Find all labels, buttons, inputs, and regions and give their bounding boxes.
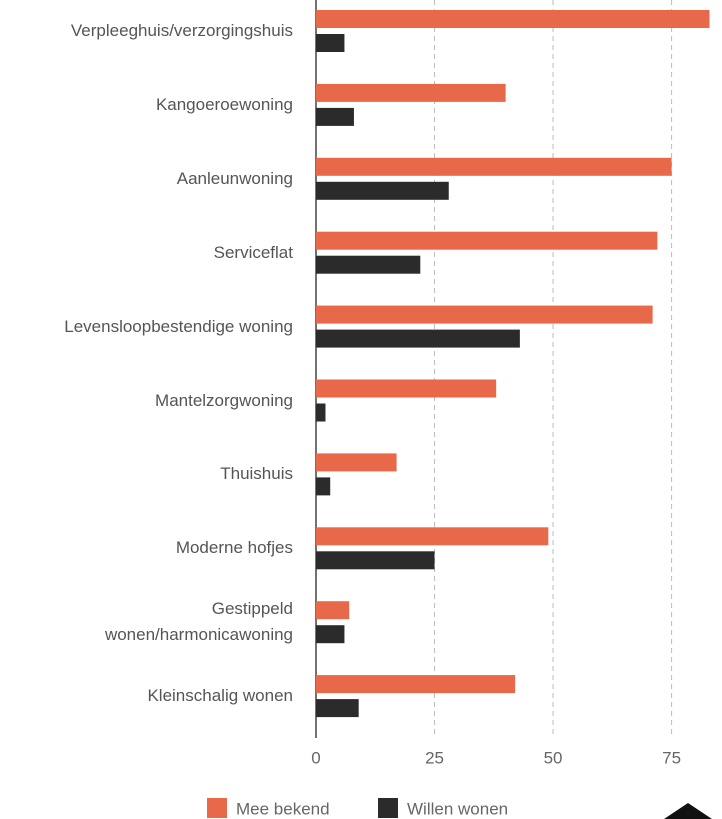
bar bbox=[316, 601, 350, 620]
legend-swatch bbox=[207, 798, 227, 818]
bar bbox=[316, 107, 354, 126]
bar bbox=[316, 403, 326, 422]
category-label: Kangoeroewoning bbox=[155, 94, 293, 114]
category-label-box: Kleinschalig wonen bbox=[31, 683, 293, 709]
category-label: Thuishuis bbox=[220, 464, 293, 484]
bar bbox=[316, 329, 520, 348]
x-tick-label: 75 bbox=[662, 748, 681, 767]
category-label-box: Levensloopbestendige woning bbox=[31, 314, 293, 340]
bar bbox=[316, 477, 331, 496]
category-label: Levensloopbestendige woning bbox=[64, 316, 293, 336]
category-label: Mantelzorgwoning bbox=[155, 390, 293, 410]
bar bbox=[316, 83, 506, 102]
bar bbox=[316, 527, 549, 546]
legend-label: Mee bekend bbox=[236, 799, 330, 818]
bar bbox=[316, 379, 497, 398]
legend-label: Willen wonen bbox=[407, 799, 508, 818]
category-label-box: Gestippeld wonen/harmonicawoning bbox=[31, 596, 293, 648]
category-label-box: Mantelzorgwoning bbox=[31, 388, 293, 414]
bar bbox=[316, 305, 653, 324]
bar bbox=[316, 625, 345, 644]
category-label-box: Thuishuis bbox=[31, 461, 293, 487]
category-label-box: Verpleeghuis/verzorgingshuis bbox=[31, 18, 293, 44]
category-label-box: Moderne hofjes bbox=[31, 535, 293, 561]
category-label: Verpleeghuis/verzorgingshuis bbox=[70, 21, 293, 40]
category-label-box: Kangoeroewoning bbox=[31, 92, 293, 118]
bar bbox=[316, 181, 449, 200]
bar bbox=[316, 255, 421, 274]
decoration bbox=[664, 803, 712, 819]
category-label: Aanleunwoning bbox=[176, 168, 293, 188]
category-label-box: Serviceflat bbox=[31, 240, 293, 266]
bar bbox=[316, 157, 672, 176]
bar bbox=[316, 453, 397, 472]
bar bbox=[316, 10, 710, 28]
x-tick-label: 0 bbox=[311, 748, 320, 767]
bar bbox=[316, 34, 345, 52]
category-label-box: Aanleunwoning bbox=[31, 166, 293, 192]
bar bbox=[316, 231, 658, 250]
category-label: Serviceflat bbox=[213, 242, 293, 262]
x-tick-label: 25 bbox=[425, 748, 444, 767]
legend-swatch bbox=[378, 798, 398, 818]
x-tick-label: 50 bbox=[544, 748, 563, 767]
bar bbox=[316, 675, 516, 694]
category-label: Moderne hofjes bbox=[175, 538, 293, 558]
category-label: Gestippeld wonen/harmonicawoning bbox=[104, 599, 293, 645]
bar bbox=[316, 551, 435, 570]
category-label: Kleinschalig wonen bbox=[147, 686, 293, 706]
bar bbox=[316, 699, 359, 718]
